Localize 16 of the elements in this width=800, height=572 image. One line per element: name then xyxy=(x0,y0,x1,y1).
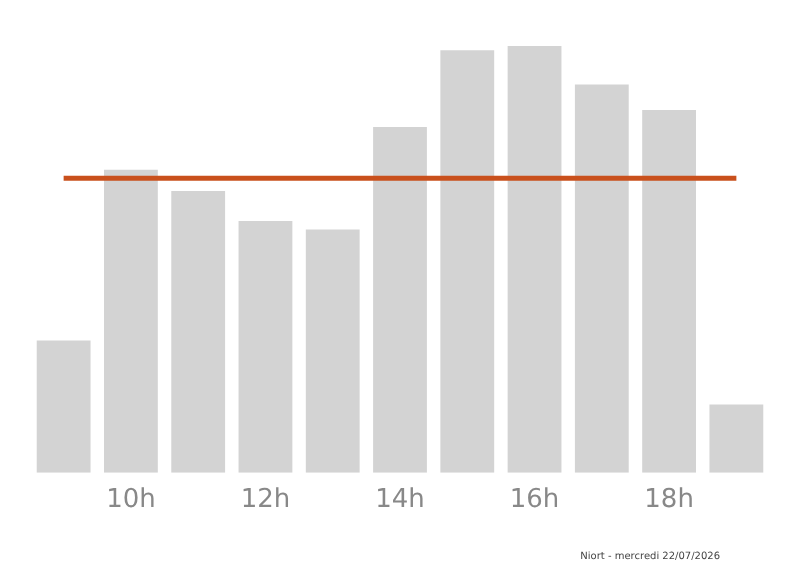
bar xyxy=(642,110,696,473)
bar xyxy=(574,84,629,473)
bar xyxy=(305,229,360,473)
x-tick-label: 10h xyxy=(106,485,156,516)
bar xyxy=(440,50,495,473)
x-tick-label: 16h xyxy=(509,485,560,516)
bar xyxy=(709,404,764,473)
x-tick-label: 14h xyxy=(375,485,425,516)
bar xyxy=(104,169,158,473)
x-tick-label: 18h xyxy=(644,485,694,516)
bar xyxy=(36,340,91,473)
bar xyxy=(171,191,226,473)
x-tick-label: 12h xyxy=(240,485,291,516)
bar xyxy=(238,220,293,473)
bar xyxy=(373,127,427,473)
bar xyxy=(507,46,562,473)
